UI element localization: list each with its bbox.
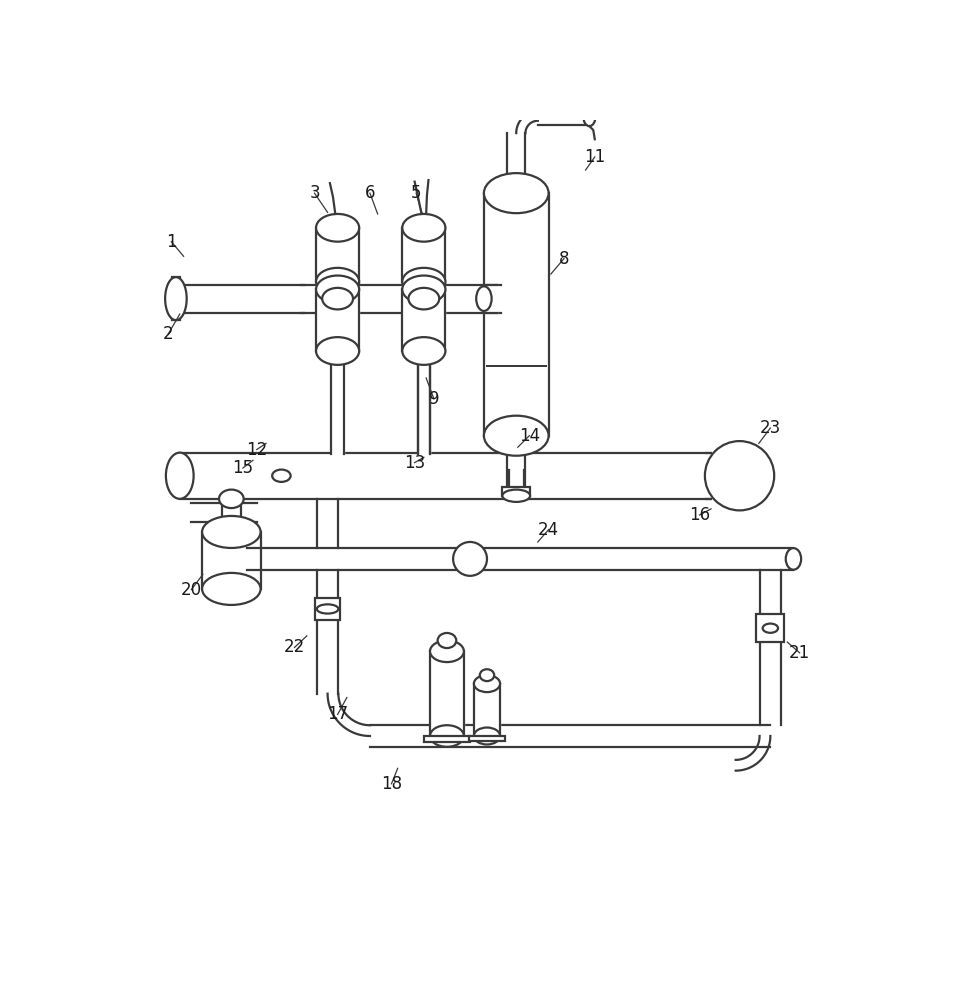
- Polygon shape: [418, 353, 430, 454]
- Ellipse shape: [317, 604, 338, 614]
- Bar: [757, 614, 784, 642]
- Ellipse shape: [502, 490, 530, 502]
- Text: 5: 5: [411, 184, 422, 202]
- Ellipse shape: [316, 268, 359, 296]
- Polygon shape: [331, 280, 344, 291]
- Polygon shape: [317, 499, 338, 548]
- Text: 14: 14: [518, 427, 540, 445]
- Ellipse shape: [402, 214, 446, 242]
- Bar: [423, 736, 470, 742]
- Ellipse shape: [438, 633, 456, 648]
- Polygon shape: [316, 228, 359, 282]
- Polygon shape: [484, 285, 497, 312]
- Polygon shape: [247, 548, 794, 570]
- Text: 21: 21: [789, 644, 810, 662]
- Ellipse shape: [203, 573, 261, 605]
- Polygon shape: [507, 456, 525, 487]
- Polygon shape: [402, 228, 446, 282]
- Text: 11: 11: [584, 148, 606, 166]
- Text: 16: 16: [689, 506, 710, 524]
- Polygon shape: [331, 353, 344, 454]
- Polygon shape: [180, 453, 710, 499]
- Ellipse shape: [474, 675, 500, 692]
- Text: 1: 1: [166, 233, 176, 251]
- Ellipse shape: [474, 728, 500, 744]
- Bar: [469, 736, 505, 741]
- Ellipse shape: [402, 268, 446, 296]
- Text: 2: 2: [163, 325, 173, 343]
- Polygon shape: [509, 470, 524, 496]
- Polygon shape: [418, 351, 430, 453]
- Ellipse shape: [203, 516, 261, 548]
- Polygon shape: [474, 684, 500, 736]
- Ellipse shape: [402, 276, 446, 303]
- Polygon shape: [484, 193, 548, 436]
- Text: 6: 6: [364, 184, 375, 202]
- Ellipse shape: [763, 624, 778, 633]
- Ellipse shape: [402, 337, 446, 365]
- Ellipse shape: [430, 641, 464, 662]
- Polygon shape: [507, 133, 525, 173]
- Ellipse shape: [165, 277, 187, 320]
- Text: 15: 15: [233, 459, 254, 477]
- Text: 23: 23: [760, 419, 781, 437]
- Polygon shape: [430, 651, 464, 736]
- Ellipse shape: [409, 288, 439, 309]
- Text: 17: 17: [328, 705, 348, 723]
- Text: 20: 20: [181, 581, 202, 599]
- Ellipse shape: [166, 453, 194, 499]
- Ellipse shape: [219, 490, 243, 508]
- Ellipse shape: [316, 337, 359, 365]
- Polygon shape: [203, 532, 261, 589]
- Ellipse shape: [480, 669, 494, 681]
- Ellipse shape: [484, 416, 548, 456]
- Ellipse shape: [316, 276, 359, 303]
- Polygon shape: [316, 289, 359, 351]
- Polygon shape: [176, 285, 304, 312]
- Polygon shape: [222, 499, 240, 520]
- Polygon shape: [370, 725, 770, 747]
- Polygon shape: [735, 736, 770, 771]
- Polygon shape: [317, 570, 338, 694]
- Polygon shape: [402, 289, 446, 351]
- Polygon shape: [418, 280, 430, 291]
- Text: 22: 22: [284, 638, 305, 656]
- Text: 12: 12: [246, 441, 267, 459]
- Polygon shape: [191, 503, 257, 522]
- Text: 9: 9: [428, 390, 439, 408]
- Ellipse shape: [272, 470, 291, 482]
- Polygon shape: [706, 453, 711, 499]
- Polygon shape: [538, 107, 589, 125]
- Ellipse shape: [583, 106, 596, 126]
- Polygon shape: [328, 694, 370, 736]
- Ellipse shape: [430, 725, 464, 747]
- Text: 3: 3: [309, 184, 320, 202]
- Bar: [502, 487, 530, 496]
- Text: 18: 18: [381, 775, 402, 793]
- Bar: [315, 598, 340, 620]
- Polygon shape: [760, 570, 781, 725]
- Polygon shape: [300, 285, 501, 312]
- Ellipse shape: [323, 288, 353, 309]
- Ellipse shape: [453, 542, 487, 576]
- Text: 24: 24: [538, 521, 559, 539]
- Ellipse shape: [316, 214, 359, 242]
- Text: 13: 13: [404, 454, 425, 472]
- Circle shape: [704, 441, 774, 510]
- Ellipse shape: [786, 548, 801, 570]
- Ellipse shape: [484, 173, 548, 213]
- Ellipse shape: [476, 286, 491, 311]
- Text: 8: 8: [559, 250, 569, 268]
- Polygon shape: [516, 112, 538, 133]
